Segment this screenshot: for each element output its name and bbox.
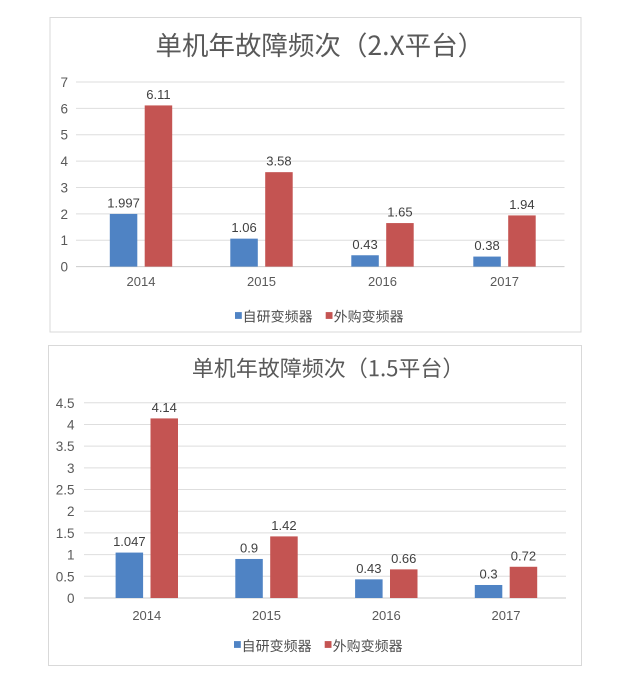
svg-text:2: 2: [67, 504, 75, 519]
svg-text:2.5: 2.5: [56, 483, 75, 498]
svg-text:0.9: 0.9: [240, 540, 258, 555]
svg-text:2017: 2017: [492, 608, 521, 623]
svg-text:1.997: 1.997: [107, 195, 140, 210]
svg-text:4: 4: [60, 154, 68, 169]
svg-text:6.11: 6.11: [146, 87, 170, 102]
svg-text:3: 3: [60, 180, 68, 195]
svg-text:2016: 2016: [368, 274, 397, 289]
svg-text:0.43: 0.43: [356, 561, 381, 576]
svg-text:4.14: 4.14: [152, 400, 177, 415]
svg-text:0.72: 0.72: [511, 548, 536, 563]
svg-text:3: 3: [67, 461, 75, 476]
svg-text:1.94: 1.94: [509, 197, 534, 212]
svg-text:1.65: 1.65: [387, 205, 412, 220]
svg-text:0.38: 0.38: [474, 238, 499, 253]
svg-text:1: 1: [60, 233, 68, 248]
svg-text:0.66: 0.66: [391, 551, 416, 566]
svg-text:1.06: 1.06: [231, 220, 256, 235]
svg-text:0: 0: [60, 260, 68, 275]
svg-text:3.58: 3.58: [266, 154, 291, 169]
svg-text:4: 4: [67, 417, 75, 432]
svg-text:2014: 2014: [127, 274, 156, 289]
svg-text:1: 1: [67, 548, 75, 563]
svg-text:6: 6: [60, 101, 68, 116]
svg-text:2017: 2017: [490, 274, 519, 289]
svg-text:1.047: 1.047: [113, 534, 146, 549]
svg-text:1.5: 1.5: [56, 526, 75, 541]
svg-text:4.5: 4.5: [56, 396, 75, 411]
svg-text:0: 0: [67, 591, 75, 606]
svg-text:3.5: 3.5: [56, 439, 75, 454]
svg-text:2016: 2016: [372, 608, 401, 623]
svg-text:2015: 2015: [252, 608, 281, 623]
svg-text:2: 2: [60, 207, 68, 222]
svg-text:0.43: 0.43: [352, 237, 377, 252]
svg-text:5: 5: [60, 128, 68, 143]
svg-text:2015: 2015: [247, 274, 276, 289]
svg-text:0.5: 0.5: [56, 569, 75, 584]
svg-text:1.42: 1.42: [271, 518, 296, 533]
svg-text:7: 7: [60, 75, 68, 90]
svg-text:0.3: 0.3: [480, 566, 498, 581]
svg-text:2014: 2014: [132, 608, 161, 623]
